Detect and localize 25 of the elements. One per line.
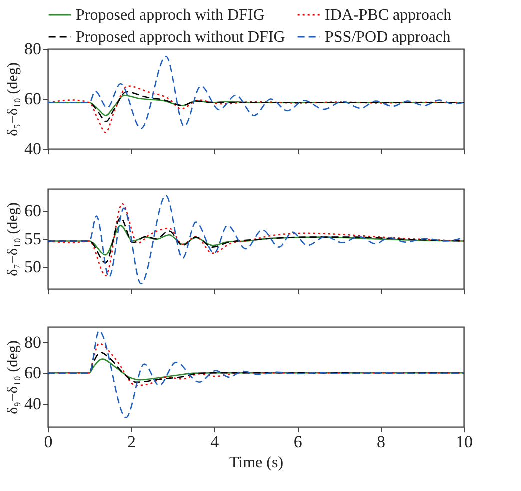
- y-tick-label: 60: [24, 202, 42, 221]
- line-series: [48, 330, 464, 418]
- x-tick-label: 4: [210, 432, 220, 452]
- y-tick-label: 60: [24, 364, 42, 383]
- y-tick-label: 40: [24, 394, 42, 414]
- x-tick-label: 0: [44, 432, 53, 452]
- y-axis-title: δ₅−δ₁₀ (deg): [6, 62, 22, 136]
- y-tick-label: 50: [24, 257, 42, 276]
- legend-label: IDA-PBC approach: [325, 7, 452, 24]
- x-tick-label: 10: [456, 432, 473, 452]
- y-tick-label: 55: [24, 230, 42, 248]
- y-axis-title: δ₉−δ₁₀ (deg): [6, 340, 22, 414]
- y-tick-label: 40: [24, 140, 42, 158]
- x-tick-label: 6: [294, 432, 302, 452]
- legend-label: Proposed approch without DFIG: [76, 29, 286, 46]
- legend-label: PSS/POD approach: [325, 29, 451, 46]
- x-tick-label: 8: [377, 432, 386, 452]
- y-tick-label: 80: [24, 332, 42, 352]
- y-tick-label: 60: [24, 90, 42, 108]
- x-axis-title: Time (s): [229, 454, 284, 472]
- y-tick-label: 80: [24, 40, 42, 58]
- x-tick-label: 2: [127, 432, 136, 452]
- legend-label: Proposed approch with DFIG: [76, 7, 266, 24]
- y-axis-title: δ₇−δ₁₀ (deg): [6, 202, 22, 276]
- line-series: [48, 56, 464, 130]
